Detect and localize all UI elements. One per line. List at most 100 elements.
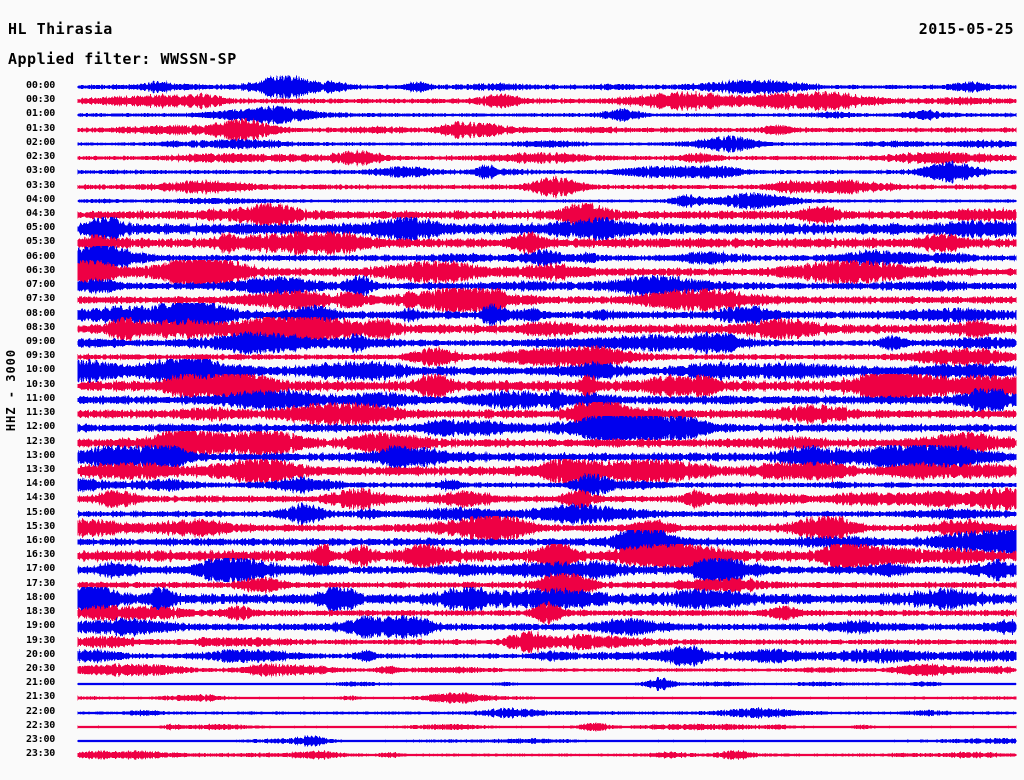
- trace-waveform: [77, 414, 1017, 442]
- trace-row: 07:30: [0, 287, 1024, 313]
- trace-row: 14:30: [0, 487, 1024, 512]
- trace-waveform: [77, 87, 1017, 115]
- trace-row: 14:00: [0, 472, 1024, 498]
- trace-waveform: [77, 315, 1017, 343]
- trace-time-label: 19:00: [26, 620, 56, 632]
- trace-waveform: [77, 699, 1017, 727]
- trace-row: 18:30: [0, 601, 1024, 626]
- trace-time-label: 03:30: [26, 179, 56, 191]
- trace-row: 11:00: [0, 387, 1024, 413]
- trace-row: 05:30: [0, 230, 1024, 256]
- trace-row: 17:00: [0, 557, 1024, 584]
- trace-waveform: [77, 244, 1017, 272]
- trace-waveform: [77, 158, 1017, 186]
- trace-time-label: 10:30: [26, 378, 56, 390]
- trace-row: 22:00: [0, 706, 1024, 720]
- trace-row: 19:00: [0, 614, 1024, 640]
- trace-time-label: 12:30: [26, 435, 56, 447]
- trace-time-label: 21:30: [26, 691, 56, 703]
- trace-time-label: 19:30: [26, 634, 56, 646]
- trace-waveform: [77, 215, 1017, 243]
- trace-time-label: 22:00: [26, 705, 56, 717]
- trace-waveform: [77, 542, 1017, 570]
- trace-time-label: 01:00: [26, 108, 56, 120]
- trace-row: 21:00: [0, 676, 1024, 692]
- trace-time-label: 21:00: [26, 677, 56, 689]
- trace-waveform: [77, 684, 1017, 712]
- trace-row: 17:30: [0, 572, 1024, 598]
- trace-time-label: 05:30: [26, 236, 56, 248]
- trace-time-label: 02:30: [26, 151, 56, 163]
- trace-row: 07:00: [0, 274, 1024, 298]
- trace-time-label: 13:30: [26, 463, 56, 475]
- trace-row: 23:00: [0, 734, 1024, 748]
- trace-waveform: [77, 357, 1017, 385]
- trace-time-label: 01:30: [26, 122, 56, 134]
- trace-time-label: 10:00: [26, 364, 56, 376]
- trace-row: 16:30: [0, 543, 1024, 569]
- trace-waveform: [77, 229, 1017, 257]
- trace-row: 00:00: [0, 74, 1024, 100]
- trace-waveform: [77, 201, 1017, 229]
- trace-row: 19:30: [0, 630, 1024, 654]
- trace-row: 13:30: [0, 458, 1024, 484]
- page-title: HL Thirasia: [8, 20, 113, 38]
- trace-area: 00:00 00:30 01:00 01:30 02:00 02:30 03:00 03:30…: [0, 74, 1024, 772]
- trace-row: 03:30: [0, 174, 1024, 199]
- trace-time-label: 04:00: [26, 193, 56, 205]
- trace-waveform: [77, 116, 1017, 144]
- trace-time-label: 11:00: [26, 392, 56, 404]
- trace-row: 20:30: [0, 662, 1024, 678]
- trace-time-label: 22:30: [26, 719, 56, 731]
- trace-time-label: 09:30: [26, 350, 56, 362]
- trace-row: 20:00: [0, 644, 1024, 667]
- trace-row: 02:30: [0, 149, 1024, 168]
- trace-time-label: 20:00: [26, 648, 56, 660]
- trace-time-label: 16:00: [26, 535, 56, 547]
- trace-waveform: [77, 642, 1017, 670]
- trace-waveform: [77, 656, 1017, 684]
- trace-time-label: 11:30: [26, 407, 56, 419]
- trace-waveform: [77, 173, 1017, 201]
- trace-row: 09:00: [0, 330, 1024, 356]
- trace-row: 13:00: [0, 444, 1024, 470]
- trace-time-label: 07:30: [26, 293, 56, 305]
- applied-filter-label: Applied filter: WWSSN-SP: [8, 50, 237, 68]
- trace-waveform: [77, 599, 1017, 627]
- trace-waveform: [77, 713, 1017, 741]
- trace-row: 03:00: [0, 160, 1024, 184]
- trace-time-label: 14:00: [26, 478, 56, 490]
- trace-waveform: [77, 628, 1017, 656]
- trace-time-label: 02:00: [26, 136, 56, 148]
- trace-time-label: 03:00: [26, 165, 56, 177]
- trace-time-label: 23:30: [26, 748, 56, 760]
- trace-time-label: 18:00: [26, 591, 56, 603]
- trace-time-label: 14:30: [26, 492, 56, 504]
- trace-time-label: 08:00: [26, 307, 56, 319]
- trace-row: 22:30: [0, 720, 1024, 734]
- trace-time-label: 08:30: [26, 321, 56, 333]
- trace-waveform: [77, 556, 1017, 584]
- trace-row: 10:00: [0, 358, 1024, 384]
- trace-row: 05:00: [0, 216, 1024, 242]
- trace-waveform: [77, 130, 1017, 158]
- trace-time-label: 07:00: [26, 279, 56, 291]
- trace-waveform: [77, 258, 1017, 286]
- record-date: 2015-05-25: [918, 20, 1014, 38]
- trace-row: 01:00: [0, 105, 1024, 125]
- trace-time-label: 17:30: [26, 577, 56, 589]
- trace-waveform: [77, 443, 1017, 471]
- trace-row: 00:30: [0, 90, 1024, 113]
- trace-row: 06:00: [0, 245, 1024, 270]
- trace-time-label: 12:00: [26, 421, 56, 433]
- trace-row: 18:00: [0, 586, 1024, 612]
- trace-time-label: 06:00: [26, 250, 56, 262]
- trace-waveform: [77, 400, 1017, 428]
- trace-waveform: [77, 585, 1017, 613]
- trace-row: 02:00: [0, 134, 1024, 153]
- trace-waveform: [77, 457, 1017, 485]
- trace-waveform: [77, 329, 1017, 357]
- trace-row: 09:30: [0, 345, 1024, 370]
- trace-time-label: 16:30: [26, 549, 56, 561]
- trace-time-label: 06:30: [26, 264, 56, 276]
